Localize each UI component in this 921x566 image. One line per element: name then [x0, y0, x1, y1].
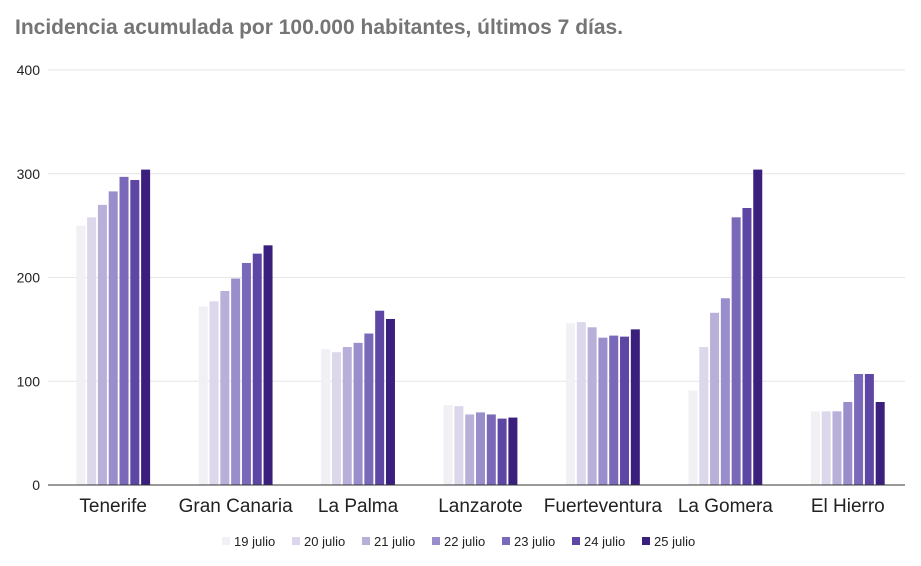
bar	[241, 262, 251, 485]
legend: 19 julio 20 julio 21 julio 22 julio 23 julio…	[222, 534, 695, 549]
bar	[252, 253, 262, 485]
gridlines	[48, 69, 905, 382]
bar	[688, 390, 698, 485]
bar	[598, 337, 608, 485]
bars	[76, 169, 885, 486]
legend-label: 22 julio	[444, 534, 485, 549]
legend-label: 25 julio	[654, 534, 695, 549]
chart-title: Incidencia acumulada por 100.000 habitan…	[15, 16, 624, 39]
bar	[263, 245, 273, 485]
legend-label: 24 julio	[584, 534, 625, 549]
bar	[130, 179, 140, 485]
bar	[875, 402, 885, 485]
bar	[385, 319, 395, 485]
bar	[331, 352, 341, 485]
bar	[753, 169, 763, 485]
bar	[375, 310, 385, 485]
legend-label: 23 julio	[514, 534, 555, 549]
bar	[342, 347, 352, 485]
legend-label: 21 julio	[374, 534, 415, 549]
y-tick-label: 300	[17, 166, 41, 182]
x-tick-label: Gran Canaria	[179, 496, 293, 517]
bar	[720, 298, 730, 485]
bar	[198, 306, 208, 485]
bar	[587, 327, 597, 485]
bar	[486, 414, 496, 485]
x-axis-ticks: Tenerife Gran Canaria La Palma Lanzarote Fue…	[79, 496, 884, 517]
bar	[710, 312, 720, 485]
bar	[76, 225, 86, 485]
x-tick-label: La Gomera	[678, 496, 773, 517]
bar	[609, 335, 619, 485]
y-tick-label: 100	[17, 373, 41, 389]
x-tick-label: Lanzarote	[438, 496, 523, 517]
y-tick-label: 400	[17, 62, 41, 78]
legend-swatch	[292, 537, 300, 545]
bar	[742, 207, 752, 486]
bar	[699, 347, 709, 485]
legend-swatch	[642, 537, 650, 545]
bar	[731, 217, 741, 485]
bar	[576, 322, 586, 485]
legend-swatch	[362, 537, 370, 545]
bar	[465, 414, 475, 485]
bar	[108, 191, 118, 485]
bar	[209, 301, 219, 485]
bar	[231, 278, 241, 485]
y-axis-ticks: 0 100 200 300 400	[17, 62, 41, 493]
bar	[832, 411, 842, 485]
bar	[497, 418, 507, 485]
bar	[220, 290, 230, 485]
bar	[443, 405, 453, 485]
bar	[353, 342, 363, 485]
legend-label: 19 julio	[234, 534, 275, 549]
x-tick-label: Fuerteventura	[544, 496, 663, 517]
bar	[810, 411, 820, 485]
bar	[843, 402, 853, 485]
legend-swatch	[222, 537, 230, 545]
y-tick-label: 200	[17, 270, 41, 286]
bar	[476, 412, 485, 485]
legend-label: 20 julio	[304, 534, 345, 549]
bar	[508, 417, 518, 485]
bar	[321, 349, 331, 485]
x-tick-label: La Palma	[318, 496, 399, 517]
bar	[119, 176, 129, 486]
bar	[454, 406, 464, 485]
bar	[630, 329, 640, 485]
bar	[854, 373, 864, 485]
legend-swatch	[432, 537, 440, 545]
bar	[566, 323, 576, 485]
bar	[97, 204, 107, 485]
bar	[87, 217, 97, 485]
bar	[864, 373, 874, 485]
bar	[620, 336, 630, 485]
x-tick-label: Tenerife	[79, 496, 147, 517]
bar	[364, 333, 374, 485]
bar	[821, 411, 831, 485]
legend-swatch	[572, 537, 580, 545]
legend-swatch	[502, 537, 510, 545]
y-tick-label: 0	[32, 477, 40, 493]
x-tick-label: El Hierro	[811, 496, 885, 517]
bar	[141, 169, 151, 485]
